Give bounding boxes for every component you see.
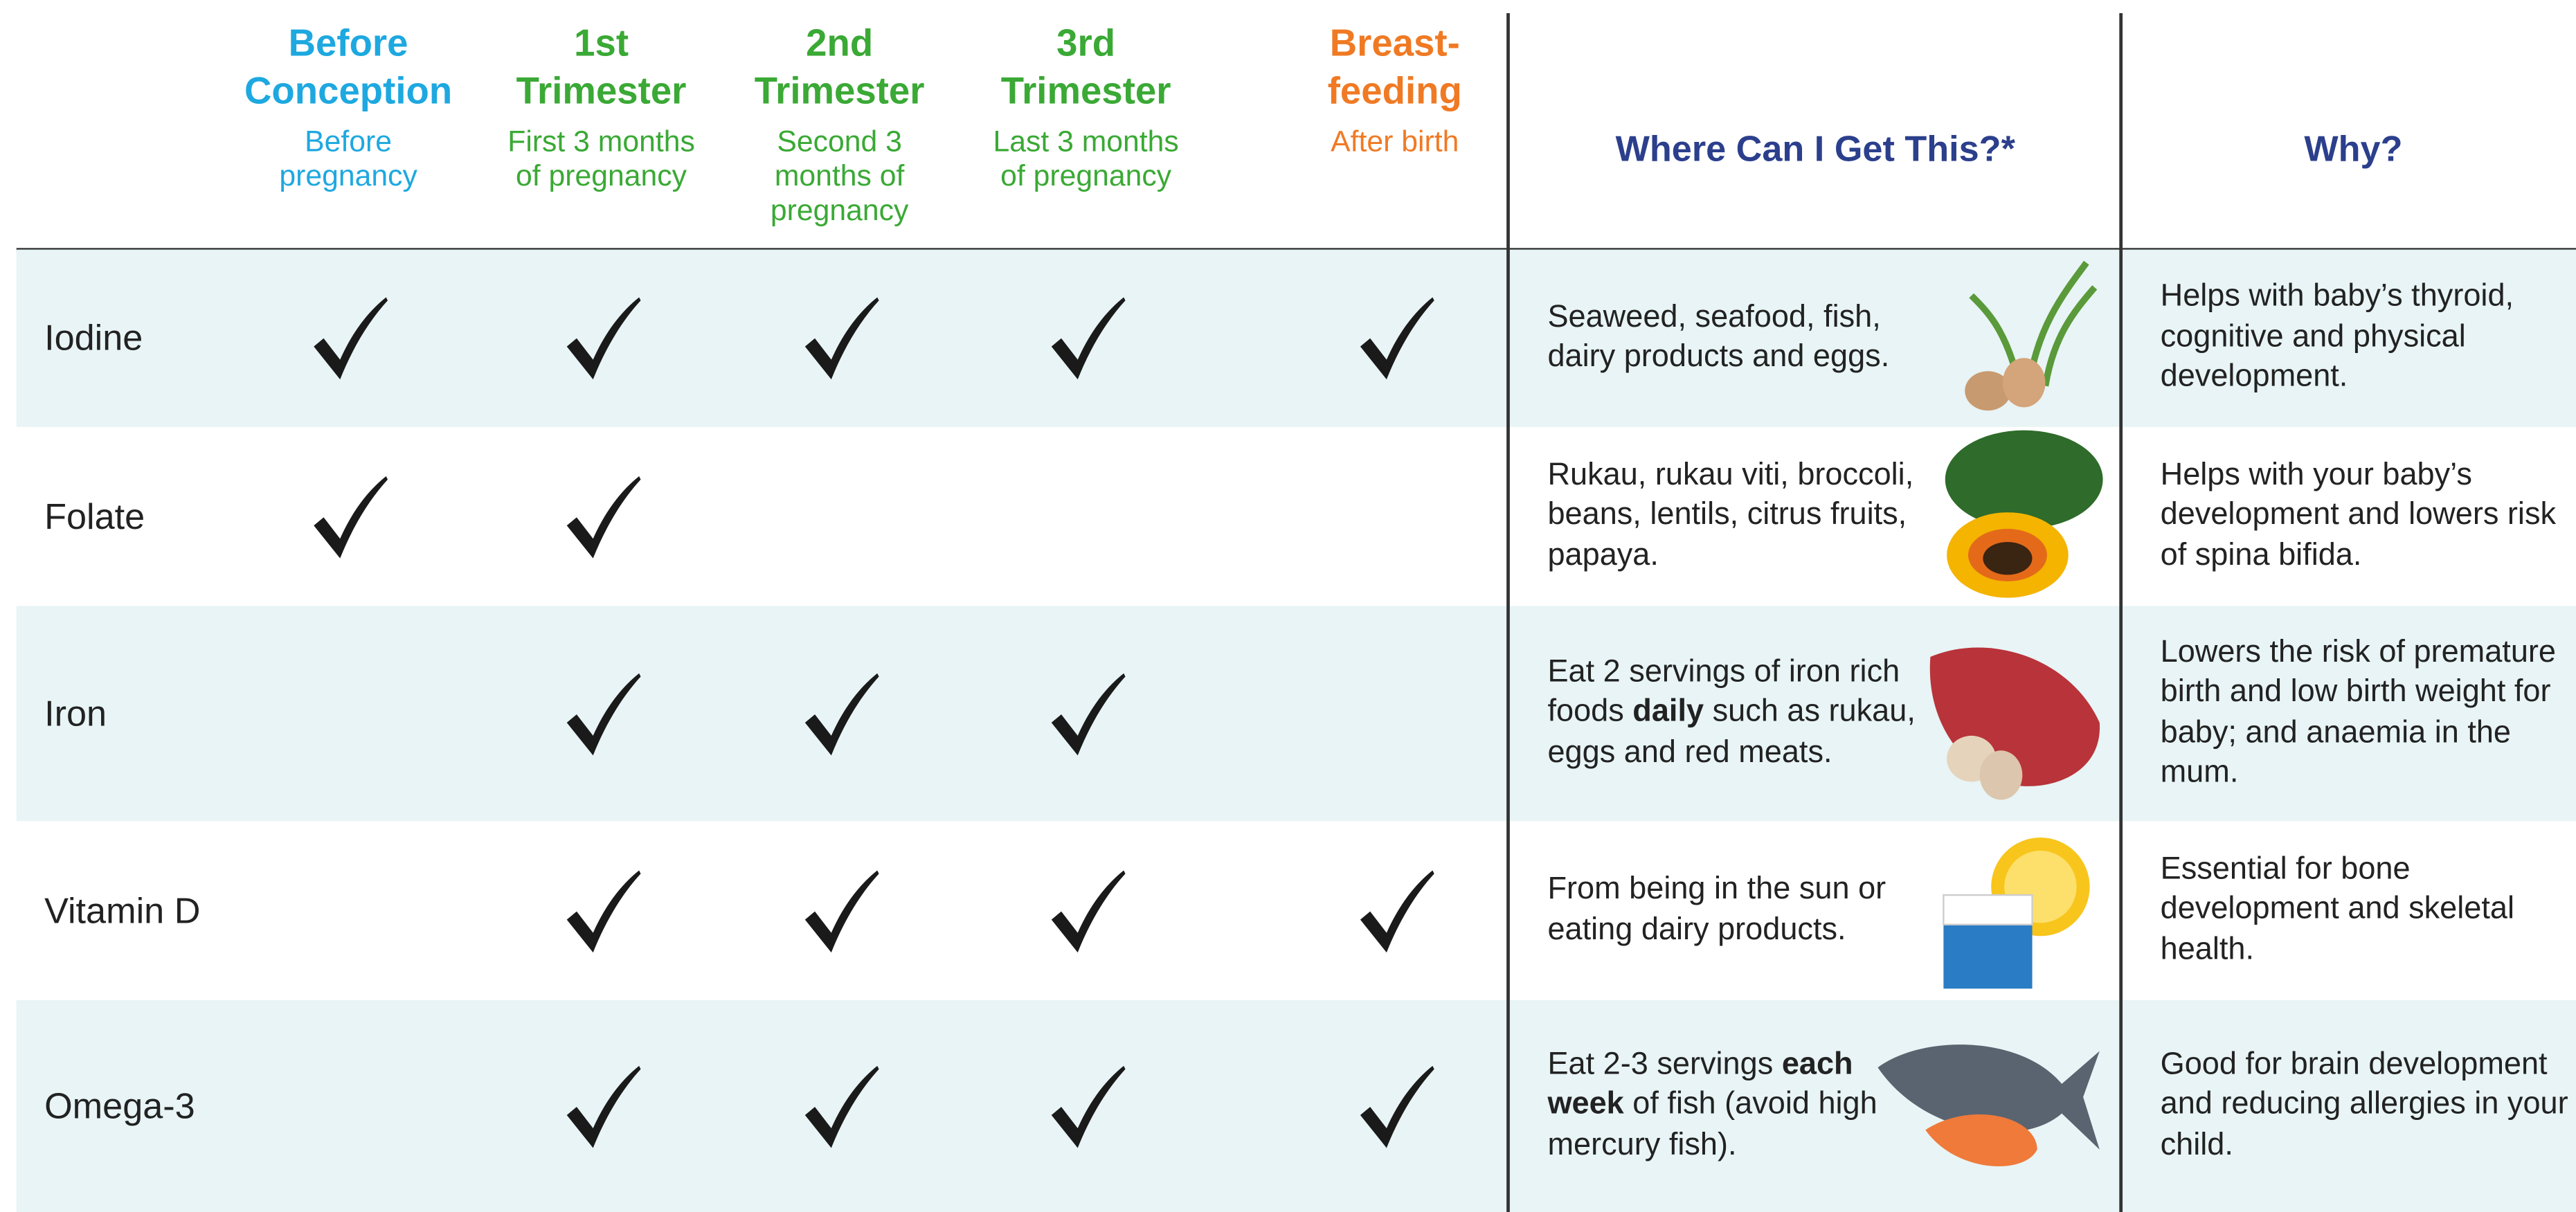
checkmark	[566, 672, 641, 755]
column-subtitle: First 3 months of pregnancy	[507, 125, 695, 192]
column-subtitle: Last 3 months of pregnancy	[993, 125, 1179, 192]
column-header: Before Conception Before pregnancy	[233, 19, 463, 193]
divider	[2119, 12, 2122, 1212]
milk-sun-icon	[1943, 838, 2090, 989]
checkmark	[804, 1065, 879, 1148]
checkmark	[566, 475, 641, 558]
checkmark	[804, 297, 879, 380]
source-part: each week	[1547, 1047, 1853, 1123]
checkmark	[566, 297, 641, 380]
greens-papaya-icon	[1945, 430, 2103, 598]
source-text: Rukau, rukau viti, broccoli, beans, lent…	[1547, 427, 1918, 606]
source-text: Eat 2 servings of iron rich foods daily …	[1547, 606, 1918, 821]
checkmark	[1051, 1065, 1126, 1148]
column-title: 3rd Trimester	[1000, 21, 1171, 112]
column-title: 2nd Trimester	[754, 21, 925, 112]
checkmark	[1051, 672, 1126, 755]
checkmark	[1360, 297, 1434, 380]
fish-icon	[1877, 1044, 2100, 1166]
table-row: Iodine Seaweed, seafood, fish, dairy prod…	[16, 249, 2576, 427]
source-text: Eat 2-3 servings each week of fish (avoi…	[1547, 1000, 1918, 1212]
table-row: Omega-3 Eat 2-3 servings each week of fis…	[16, 1000, 2576, 1212]
checkmark	[804, 672, 879, 755]
source-part: Rukau, rukau viti, broccoli, beans, lent…	[1547, 458, 1914, 573]
source-part: such as rukau, eggs and red meats.	[1547, 695, 1916, 770]
source-part: Seaweed, seafood, fish, dairy products a…	[1547, 299, 1890, 374]
why-text: Lowers the risk of premature birth and l…	[2160, 635, 2556, 790]
table-row: Vitamin D From being in the sun or eating…	[16, 821, 2576, 1000]
checkmark	[314, 475, 388, 558]
meat-eggs-icon	[1929, 647, 2100, 800]
checkmark	[1360, 869, 1434, 952]
source-part: Eat 2 servings of iron rich foods	[1547, 655, 1900, 730]
column-header: 3rd Trimester Last 3 months of pregnancy	[987, 19, 1185, 193]
column-header: 1st Trimester First 3 months of pregnancy	[503, 19, 700, 193]
source-paragraph: Seaweed, seafood, fish, dairy products a…	[1547, 298, 1918, 379]
seaweed-eggs-icon	[1965, 260, 2098, 411]
source-paragraph: Eat 2 servings of iron rich foods daily …	[1547, 653, 1918, 774]
column-title: Before Conception	[244, 21, 453, 112]
why-heading: Why?	[2304, 128, 2403, 170]
column-header: 2nd Trimester Second 3 months of pregnanc…	[741, 19, 938, 228]
source-paragraph: Rukau, rukau viti, broccoli, beans, lent…	[1547, 456, 1918, 577]
column-subtitle: Before pregnancy	[279, 125, 417, 192]
why-text: Helps with your baby’s development and l…	[2160, 458, 2557, 573]
column-title: Breast-feeding	[1327, 21, 1462, 112]
header-rule	[16, 248, 2576, 251]
table-row: Folate Rukau, rukau viti, broccoli, beans…	[16, 426, 2576, 606]
column-title: 1st Trimester	[516, 21, 687, 112]
checkmark	[566, 869, 641, 952]
source-heading: Where Can I Get This?*	[1615, 128, 2015, 170]
nutrient-name: Vitamin D	[44, 889, 201, 931]
column-header: Breast-feeding After birth	[1313, 19, 1477, 159]
checkmark	[804, 869, 879, 952]
checkmark	[314, 297, 388, 380]
source-part: Eat 2-3 servings	[1547, 1047, 1782, 1082]
checkmark	[566, 1065, 641, 1148]
nutrient-name: Omega-3	[44, 1085, 195, 1126]
nutrient-name: Iron	[44, 692, 107, 734]
checkmark	[1360, 1065, 1434, 1148]
source-part: From being in the sun or eating dairy pr…	[1547, 871, 1886, 947]
table-row: Iron Eat 2 servings of iron rich foods da…	[16, 606, 2576, 822]
why-text: Helps with baby’s thyroid, cognitive and…	[2160, 279, 2514, 395]
source-part: daily	[1632, 695, 1704, 730]
source-paragraph: From being in the sun or eating dairy pr…	[1547, 870, 1918, 950]
column-subtitle: Second 3 months of pregnancy	[770, 125, 909, 227]
divider	[1506, 12, 1509, 1212]
nutrient-name: Folate	[44, 495, 145, 536]
why-text: Good for brain development and reducing …	[2160, 1047, 2568, 1163]
source-text: Seaweed, seafood, fish, dairy products a…	[1547, 250, 1918, 427]
checkmark	[1051, 297, 1126, 380]
why-text: Essential for bone development and skele…	[2160, 851, 2514, 967]
source-text: From being in the sun or eating dairy pr…	[1547, 821, 1918, 1000]
source-part: of fish (avoid high mercury fish).	[1547, 1087, 1877, 1163]
source-paragraph: Eat 2-3 servings each week of fish (avoi…	[1547, 1046, 1918, 1166]
column-subtitle: After birth	[1331, 125, 1459, 158]
checkmark	[1051, 869, 1126, 952]
nutrient-name: Iodine	[44, 316, 143, 359]
